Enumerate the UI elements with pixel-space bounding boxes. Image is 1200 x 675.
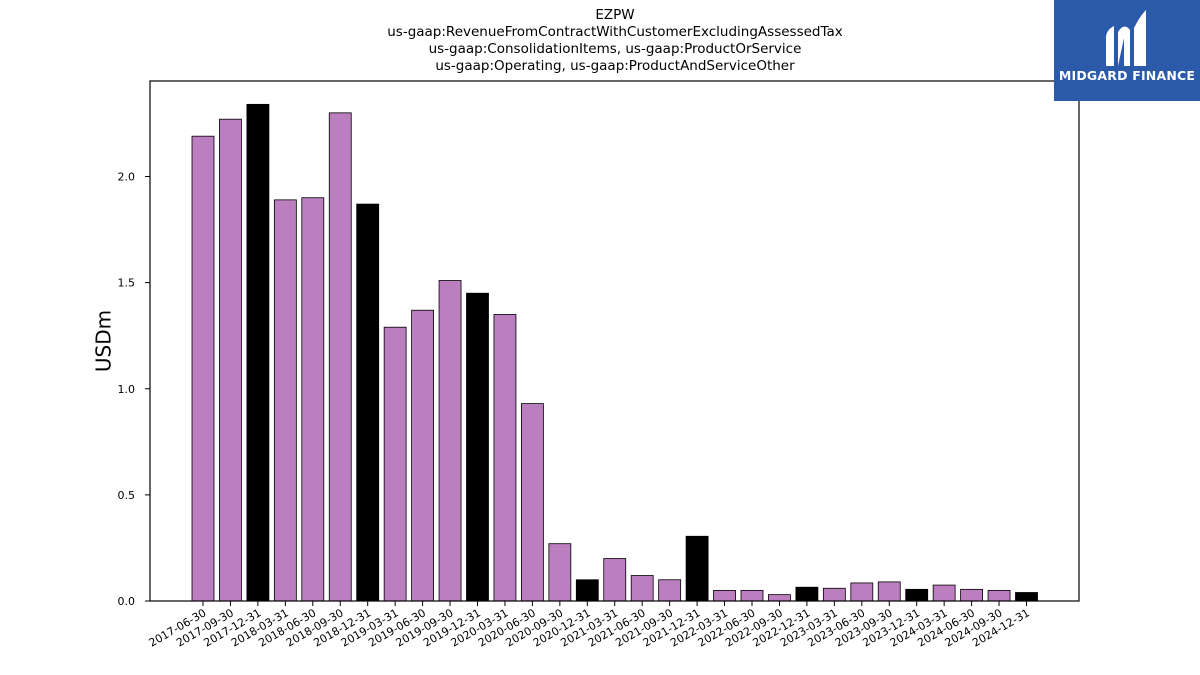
bar-2017-09-30 [219, 118, 242, 602]
bar-2023-09-30 [877, 581, 901, 602]
bar-2019-12-31 [466, 292, 489, 602]
bar-2022-12-31 [795, 586, 819, 602]
bar-2023-03-31 [822, 587, 846, 602]
bar-2018-12-31 [356, 203, 380, 602]
bar-2024-09-30 [987, 589, 1011, 602]
midgard-finance-logo: MIDGARD FINANCE [1054, 0, 1200, 101]
bars-group [191, 103, 1038, 602]
bar-2022-06-30 [740, 589, 764, 602]
bar-2020-12-31 [575, 579, 599, 602]
x-axis: 2017-06-302017-09-302017-12-312018-03-31… [147, 601, 1032, 650]
bar-2017-06-30 [191, 135, 215, 602]
bar-2021-09-30 [658, 579, 682, 602]
bar-2022-03-31 [713, 589, 736, 602]
bar-2024-06-30 [960, 588, 983, 602]
bar-2020-09-30 [548, 543, 572, 602]
chart-title-line-1: EZPW [595, 7, 635, 23]
bar-2024-12-31 [1015, 592, 1038, 602]
bar-2021-03-31 [603, 558, 627, 602]
bar-2023-12-31 [905, 588, 929, 602]
logo-text: MIDGARD FINANCE [1058, 68, 1196, 83]
bar-2018-03-31 [273, 199, 297, 602]
bar-2019-06-30 [411, 309, 435, 602]
y-axis-label: USDm [92, 310, 116, 372]
bar-2019-03-31 [383, 326, 407, 602]
plot-frame [149, 80, 1080, 602]
bar-2018-06-30 [301, 197, 325, 602]
chart-title-line-2: us-gaap:RevenueFromContractWithCustomerE… [387, 24, 843, 40]
bar-2022-09-30 [768, 594, 791, 602]
chart-title-line-4: us-gaap:Operating, us-gaap:ProductAndSer… [435, 58, 795, 74]
bar-2020-06-30 [521, 403, 544, 602]
bar-2023-06-30 [850, 582, 874, 602]
y-tick-label-2.0: 2.0 [118, 171, 136, 184]
bar-2019-09-30 [438, 280, 462, 602]
chart-title-line-3: us-gaap:ConsolidationItems, us-gaap:Prod… [428, 41, 802, 57]
y-tick-label-1.5: 1.5 [118, 277, 136, 290]
y-tick-label-1.0: 1.0 [118, 383, 136, 396]
bar-2018-09-30 [328, 112, 352, 602]
midgard-logo-mark-icon [1106, 10, 1146, 67]
bar-2020-03-31 [493, 314, 517, 602]
chart-title: EZPW us-gaap:RevenueFromContractWithCust… [0, 7, 1200, 75]
bar-2021-06-30 [630, 575, 654, 602]
bar-2021-12-31 [685, 535, 709, 602]
bar-2024-03-31 [932, 584, 956, 602]
bar-2017-12-31 [246, 103, 270, 602]
y-axis: 0.0 0.5 1.0 1.5 2.0 [118, 171, 150, 608]
y-tick-label-0.5: 0.5 [118, 489, 136, 502]
y-tick-label-0.0: 0.0 [118, 595, 136, 608]
